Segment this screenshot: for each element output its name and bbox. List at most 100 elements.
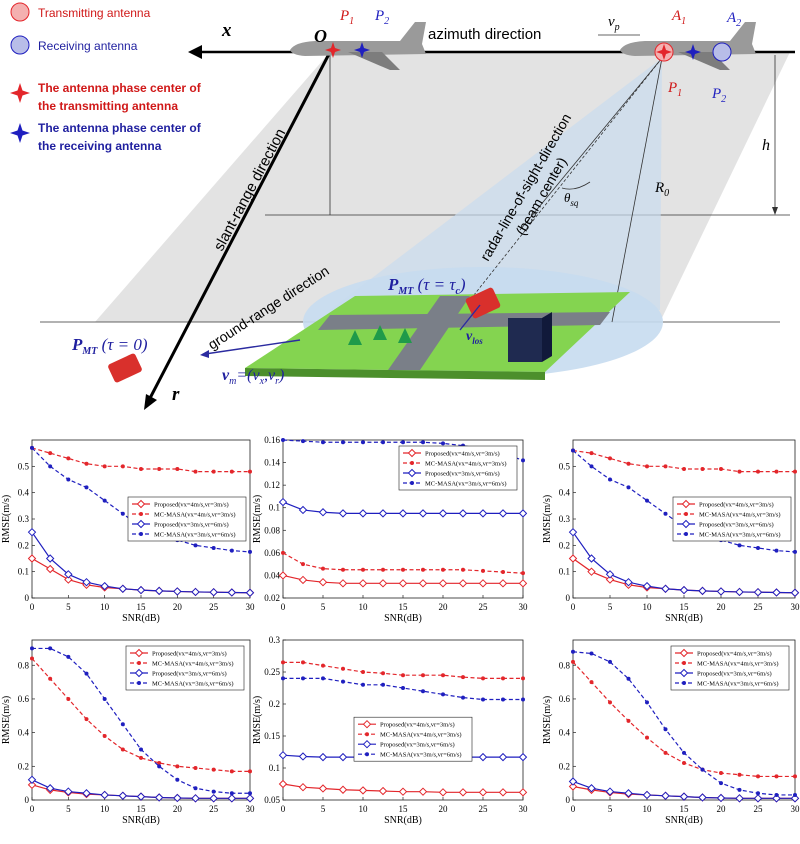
y-tick-label: 0.16 [264, 435, 280, 445]
y-tick-label: 0 [566, 795, 571, 805]
trees [348, 325, 412, 345]
marker [341, 679, 345, 684]
marker [318, 577, 328, 587]
marker [66, 654, 71, 659]
marker [663, 750, 668, 755]
marker [501, 570, 505, 575]
legend-label: Proposed(vx=4m/s,vr=3m/s) [425, 451, 500, 458]
marker [338, 785, 348, 794]
marker [793, 549, 797, 554]
rx-antenna [712, 42, 732, 62]
marker [227, 794, 237, 803]
marker [211, 469, 216, 474]
x-tick-label: 10 [359, 804, 369, 814]
marker [624, 577, 633, 587]
marker [568, 554, 578, 563]
vlos-label: vlos [466, 329, 483, 346]
x-tick-label: 30 [791, 602, 800, 612]
marker [321, 440, 325, 445]
marker [298, 505, 308, 515]
marker [281, 550, 285, 555]
marker [774, 548, 779, 553]
marker [209, 587, 218, 597]
marker [438, 579, 448, 588]
marker [365, 752, 369, 757]
marker [698, 586, 707, 596]
legend-label: MC-MASA(vx=4m/s,vr=3m/s) [380, 732, 462, 739]
y-tick-label: 0.1 [18, 567, 29, 577]
marker [571, 649, 575, 654]
marker [756, 774, 760, 779]
marker [84, 485, 89, 490]
marker [193, 543, 198, 548]
x-tick-label: 10 [100, 804, 110, 814]
marker [301, 562, 305, 567]
origin-label: O [314, 26, 327, 46]
marker [338, 579, 348, 588]
x-tick-label: 25 [754, 804, 764, 814]
marker [381, 440, 385, 445]
marker [378, 509, 388, 518]
x-tick-label: 15 [680, 804, 690, 814]
marker [321, 566, 325, 571]
y-tick-label: 0.4 [18, 728, 30, 738]
marker [45, 564, 55, 574]
marker [681, 519, 691, 529]
y-tick-label: 0.8 [559, 660, 571, 670]
marker [735, 587, 744, 597]
legend-label: MC-MASA(vx=3m/s,vr=6m/s) [152, 681, 234, 688]
marker [737, 772, 742, 777]
marker [663, 464, 668, 469]
marker [438, 788, 448, 797]
y-axis-label: RMSE(m/s) [1, 696, 12, 744]
tx-phase-center [656, 44, 672, 60]
vp-label: vp [608, 14, 620, 33]
marker [211, 545, 216, 550]
x-tick-label: 0 [571, 602, 576, 612]
x-tick-label: 5 [608, 602, 613, 612]
marker [645, 498, 649, 503]
a1-label: A1 [671, 8, 686, 27]
arrow-head [144, 394, 157, 410]
marker [756, 545, 760, 550]
marker [102, 734, 107, 738]
rx-phase-center [685, 44, 701, 60]
marker [587, 784, 596, 793]
marker [698, 793, 707, 802]
h-label: h [762, 137, 770, 154]
beam [330, 58, 662, 310]
marker [589, 680, 594, 685]
marker [139, 466, 143, 471]
y-axis-label: RMSE(m/s) [252, 495, 263, 543]
marker [100, 581, 109, 591]
marker [301, 676, 305, 681]
y-tick-label: 0.5 [559, 461, 571, 471]
marker [341, 440, 345, 445]
marker [66, 456, 71, 461]
y-tick-label: 0.15 [264, 731, 280, 741]
marker [478, 788, 488, 797]
x-tick-label: 0 [30, 804, 35, 814]
marker [229, 791, 234, 796]
marker [100, 790, 109, 800]
x-tick-label: 15 [137, 602, 147, 612]
velocity-arrow [204, 339, 301, 355]
legend: Proposed(vx=4m/s,vr=3m/s) MC-MASA(vx=4m/s… [670, 645, 790, 691]
marker [136, 792, 146, 801]
marker [298, 575, 308, 585]
marker [418, 787, 428, 796]
marker [278, 497, 288, 507]
marker [793, 792, 797, 797]
marker [737, 469, 742, 474]
marker [719, 466, 723, 471]
marker [361, 567, 365, 572]
marker [338, 752, 348, 762]
marker [518, 788, 528, 797]
marker [175, 777, 180, 782]
y-axis-label: RMSE(m/s) [542, 495, 553, 543]
marker [139, 747, 143, 752]
x-tick-label: 15 [399, 804, 409, 814]
marker [700, 767, 705, 772]
x-tick-label: 10 [643, 804, 653, 814]
marker [134, 648, 144, 658]
